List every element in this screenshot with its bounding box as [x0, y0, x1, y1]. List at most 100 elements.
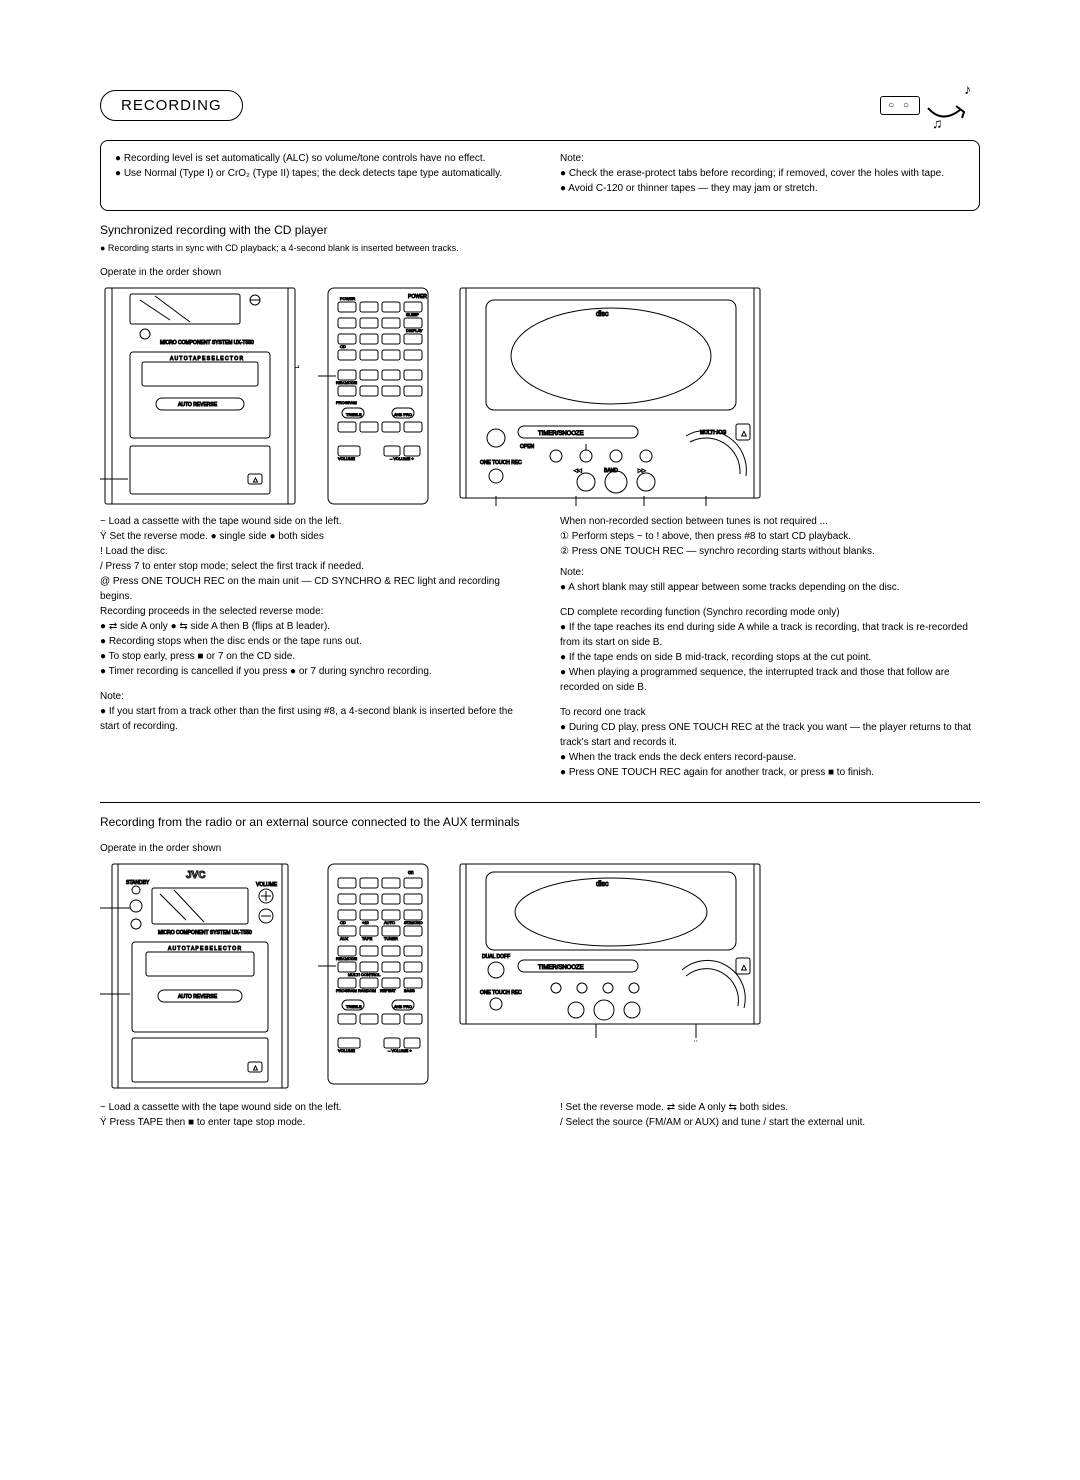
- svg-text:MULTI CONTROL: MULTI CONTROL: [348, 972, 381, 977]
- svg-text:– VOLUME +: – VOLUME +: [390, 456, 414, 461]
- svg-text:PROGRAM: PROGRAM: [336, 400, 357, 405]
- header-illustration: ○ ○ ♪ ♫: [880, 80, 980, 130]
- note-title: Note:: [560, 565, 980, 580]
- svg-text:A U T O T A P E S E L E C: A U T O T A P E S E L E C T O R: [170, 356, 243, 362]
- note-title: Note:: [560, 151, 965, 166]
- section-heading: Synchronized recording with the CD playe…: [100, 223, 980, 237]
- body-line: ● If the tape ends on side B mid-track, …: [560, 650, 980, 665]
- svg-text:TIMER/SNOOZE: TIMER/SNOOZE: [538, 431, 584, 437]
- svg-text:REV.MODE: REV.MODE: [336, 380, 357, 385]
- intro-box: ● Recording level is set automatically (…: [100, 140, 980, 211]
- svg-text:RANDOM: RANDOM: [358, 988, 376, 993]
- svg-text:OPEN: OPEN: [520, 444, 535, 450]
- step-line: ● Recording stops when the disc ends or …: [100, 634, 520, 649]
- svg-text:Ÿ: Ÿ: [692, 1041, 700, 1042]
- body-line: ● If the tape reaches its end during sid…: [560, 620, 980, 650]
- svg-text:+10: +10: [362, 920, 370, 925]
- svg-text:ONE TOUCH REC: ONE TOUCH REC: [480, 990, 522, 996]
- body-line: ● During CD play, press ONE TOUCH REC at…: [560, 720, 980, 750]
- svg-text:JVC: JVC: [186, 870, 205, 881]
- svg-text:▲: ▲: [252, 1065, 259, 1072]
- device-illustration-row-2: JVC STANDBY VOLUME MICRO COMPONENT SYSTE…: [100, 862, 980, 1092]
- step-line: / Select the source (FM/AM or AUX) and t…: [560, 1115, 980, 1130]
- svg-text:AHB PRO: AHB PRO: [394, 412, 412, 417]
- svg-text:MICRO COMPONENT SYSTEM UX-T550: MICRO COMPONENT SYSTEM UX-T550: [158, 930, 252, 936]
- svg-text:ONE TOUCH REC: ONE TOUCH REC: [480, 460, 522, 466]
- svg-text:DISPLAY: DISPLAY: [406, 328, 423, 333]
- svg-text:– VOLUME +: – VOLUME +: [388, 1048, 412, 1053]
- section-pre: ● Recording starts in sync with CD playb…: [100, 243, 980, 253]
- step-line: ● ⇄ side A only ● ⇆ side A then B (flips…: [100, 619, 520, 634]
- svg-text:TREBLE: TREBLE: [346, 1004, 362, 1009]
- svg-text:BAND: BAND: [604, 468, 618, 474]
- svg-text:AUTO: AUTO: [384, 920, 395, 925]
- cd-unit-diagram-2: disc TIMER/SNOOZE ▲ DUAL DOFF ONE TOUCH …: [456, 862, 766, 1042]
- cd-unit-diagram: disc TIMER/SNOOZE ▲ OPEN ONE TOUCH REC ◀…: [456, 286, 766, 506]
- svg-text:▶▶: ▶▶: [638, 468, 646, 474]
- svg-text:disc: disc: [596, 881, 609, 888]
- intro-line: ● Use Normal (Type I) or CrO₂ (Type II) …: [115, 166, 520, 181]
- body-line: ● When playing a programmed sequence, th…: [560, 665, 980, 695]
- intro-line: ● Recording level is set automatically (…: [115, 151, 520, 166]
- svg-text:PROGRAM: PROGRAM: [336, 988, 357, 993]
- intro-line: ● Check the erase-protect tabs before re…: [560, 166, 965, 181]
- step-line: ● To stop early, press ■ or 7 on the CD …: [100, 649, 520, 664]
- svg-text:MICRO COMPONENT SYSTEM UX-T550: MICRO COMPONENT SYSTEM UX-T550: [160, 340, 254, 346]
- step-line: Recording proceeds in the selected rever…: [100, 604, 520, 619]
- svg-text:on: on: [408, 870, 414, 876]
- section-heading: Recording from the radio or an external …: [100, 815, 980, 829]
- svg-text:disc: disc: [596, 311, 609, 318]
- svg-text:ST/MONO: ST/MONO: [404, 920, 423, 925]
- step-line: ! Set the reverse mode. ⇄ side A only ⇆ …: [560, 1100, 980, 1115]
- sub-heading: CD complete recording function (Synchro …: [560, 605, 980, 620]
- intro-line: ● Avoid C-120 or thinner tapes — they ma…: [560, 181, 965, 196]
- svg-text:TUNER: TUNER: [384, 936, 398, 941]
- svg-text:VOLUME: VOLUME: [338, 1048, 355, 1053]
- svg-text:◀◀: ◀◀: [574, 468, 582, 474]
- step-line: ① Perform steps ~ to ! above, then press…: [560, 529, 980, 544]
- svg-text:/: /: [592, 1041, 596, 1042]
- svg-text:BASS: BASS: [404, 988, 415, 993]
- note-title: Note:: [100, 689, 520, 704]
- svg-text:␣: ␣: [294, 358, 300, 369]
- svg-text:A U T O T A P E S E L E C: A U T O T A P E S E L E C T O R: [168, 946, 241, 952]
- svg-text:TAPE: TAPE: [362, 936, 372, 941]
- main-unit-tape-diagram: MICRO COMPONENT SYSTEM UX-T550 A U T O T…: [100, 286, 300, 506]
- svg-text:REV.MODE: REV.MODE: [336, 956, 357, 961]
- sub-heading: When non-recorded section between tunes …: [560, 514, 980, 529]
- svg-text:MULTI JOG: MULTI JOG: [700, 430, 726, 436]
- main-unit-diagram-2: JVC STANDBY VOLUME MICRO COMPONENT SYSTE…: [100, 862, 300, 1092]
- step-line: Ÿ Press TAPE then ■ to enter tape stop m…: [100, 1115, 520, 1130]
- divider: [100, 802, 980, 803]
- svg-text:TIMER/SNOOZE: TIMER/SNOOZE: [538, 965, 584, 971]
- sub-heading: To record one track: [560, 705, 980, 720]
- svg-text:▲: ▲: [740, 963, 748, 972]
- svg-text:AUTO REVERSE: AUTO REVERSE: [178, 402, 218, 408]
- step-line: / Press 7 to enter stop mode; select the…: [100, 559, 520, 574]
- svg-text:♫: ♫: [932, 115, 943, 130]
- svg-text:TREBLE: TREBLE: [346, 412, 362, 417]
- step-line: ~ Load a cassette with the tape wound si…: [100, 1100, 520, 1115]
- svg-text:▲: ▲: [740, 429, 748, 438]
- svg-text:STANDBY: STANDBY: [126, 880, 150, 886]
- body-line: ● When the track ends the deck enters re…: [560, 750, 980, 765]
- note-body: ● A short blank may still appear between…: [560, 580, 980, 595]
- note-body: ● If you start from a track other than t…: [100, 704, 520, 734]
- remote-diagram: POWER POWER SLEEP DISPLAY CD REV.M: [318, 286, 438, 506]
- step-line: ~ Load a cassette with the tape wound si…: [100, 514, 520, 529]
- svg-text:REPEAT: REPEAT: [380, 988, 396, 993]
- remote-diagram-2: on CD +10 AUTO ST/MONO AUX: [318, 862, 438, 1092]
- step-line: ! Load the disc.: [100, 544, 520, 559]
- step-line: Ÿ Set the reverse mode. ● single side ● …: [100, 529, 520, 544]
- step-line: ② Press ONE TOUCH REC — synchro recordin…: [560, 544, 980, 559]
- svg-text:POWER: POWER: [340, 296, 355, 301]
- svg-text:CD: CD: [340, 344, 346, 349]
- operate-label: Operate in the order shown: [100, 843, 980, 854]
- svg-text:POWER: POWER: [408, 294, 427, 300]
- svg-text:VOLUME: VOLUME: [256, 882, 278, 888]
- svg-text:CD: CD: [340, 920, 346, 925]
- svg-text:▲: ▲: [252, 477, 259, 484]
- svg-text:AUX: AUX: [340, 936, 349, 941]
- svg-text:VOLUME: VOLUME: [338, 456, 355, 461]
- svg-text:SLEEP: SLEEP: [406, 312, 419, 317]
